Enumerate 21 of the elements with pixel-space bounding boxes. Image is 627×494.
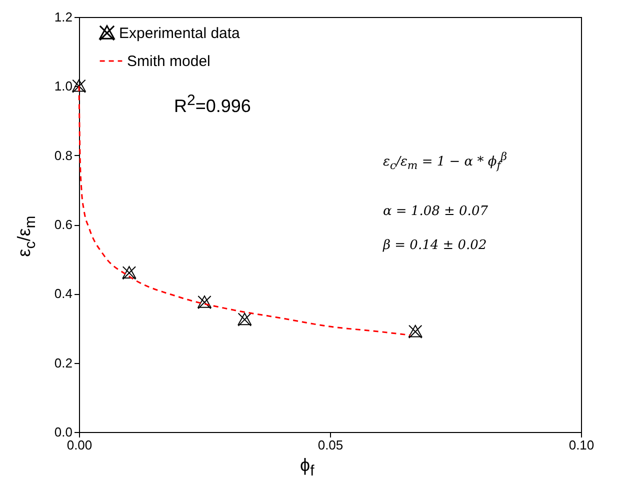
y-tick-label: 0.2 [54, 355, 72, 370]
x-tick-label: 0.00 [66, 438, 92, 452]
annotation: β = 0.14 ± 0.02 [383, 238, 487, 253]
point [408, 324, 422, 339]
y-tick-label: 0.4 [54, 286, 72, 302]
point [238, 312, 252, 326]
legend-label: Experimental data [119, 25, 241, 42]
y-tick-label: 0.0 [54, 424, 72, 440]
x-tick-label: 0.05 [318, 438, 344, 452]
y-tick-label: 1.0 [54, 78, 72, 94]
point [122, 266, 136, 280]
annotation: α = 1.08 ± 0.07 [383, 204, 488, 219]
x-axis-title: ϕ$_{f}$ [300, 455, 314, 480]
x-tick-label: 0.10 [568, 438, 594, 452]
point [72, 79, 86, 93]
y-tick-label: 1.2 [54, 10, 72, 24]
legend-label: Smith model [127, 53, 210, 70]
annotation: R$^{2}$=0.996 [174, 92, 251, 117]
y-tick-label: 0.8 [54, 148, 72, 163]
point [198, 295, 212, 310]
y-tick-label: 0.6 [54, 217, 72, 232]
